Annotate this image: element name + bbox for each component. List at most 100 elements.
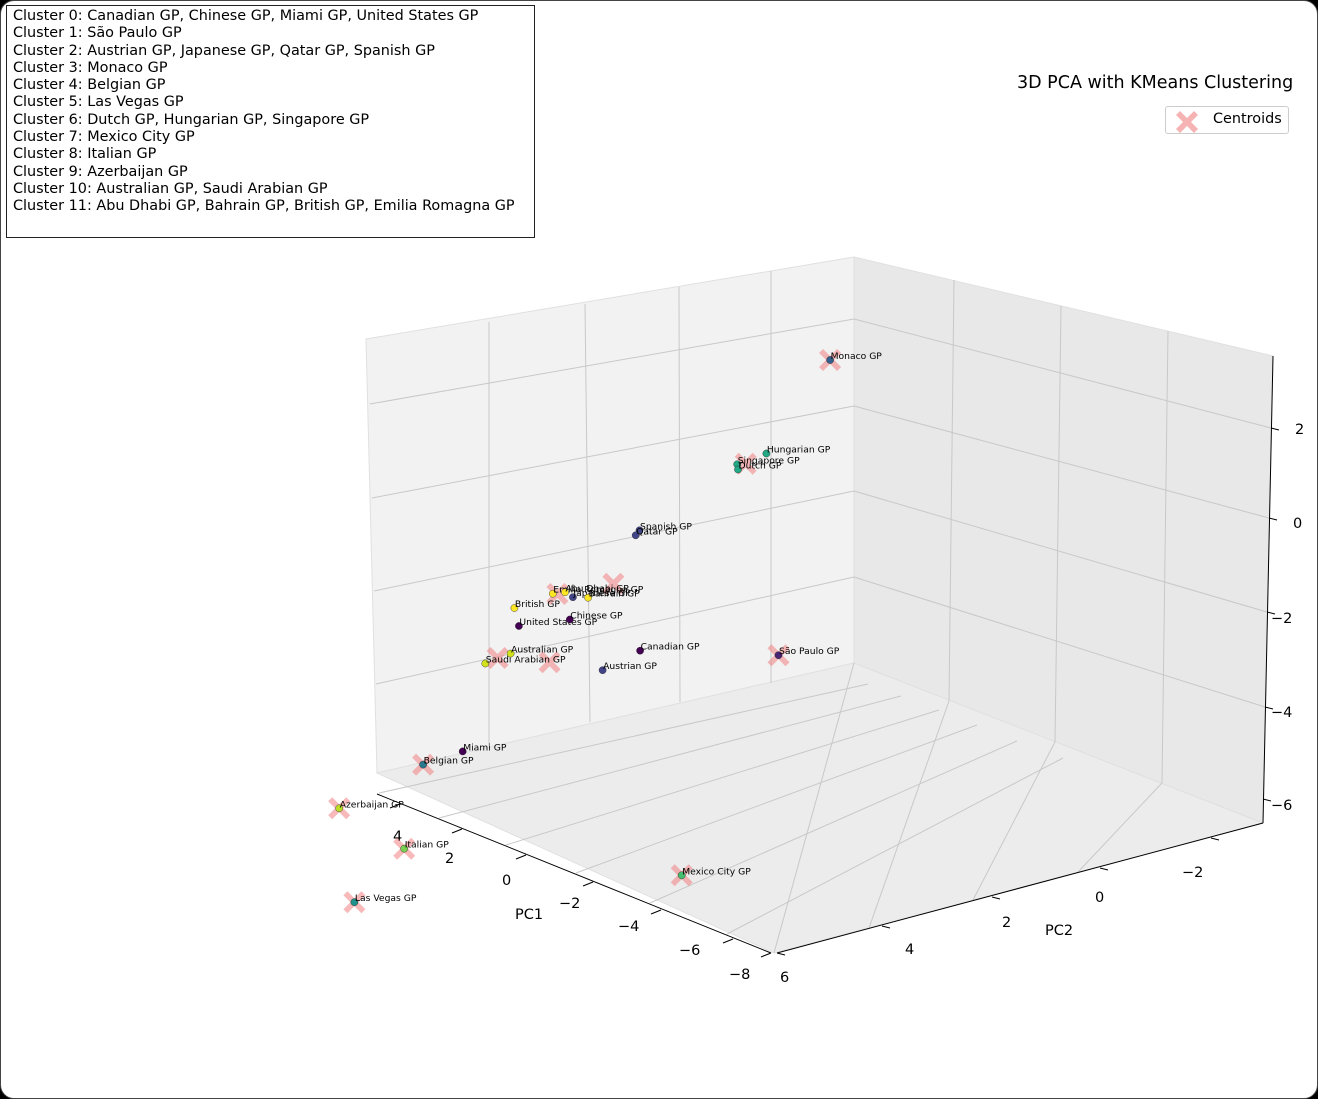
pc2-tick-label: 4 — [905, 942, 914, 958]
data-point — [400, 844, 409, 853]
grid-line — [868, 700, 950, 929]
data-point — [549, 589, 557, 598]
cluster-legend-line: Cluster 7: Mexico City GP — [13, 129, 195, 146]
data-point — [677, 871, 686, 880]
pc1-tick — [760, 952, 772, 958]
pc2-tick — [1210, 837, 1220, 841]
cluster-legend-line: Cluster 9: Azerbaijan GP — [13, 163, 188, 180]
point-label: Hungarian GP — [767, 445, 831, 456]
data-point — [515, 622, 523, 630]
grid-line — [678, 286, 681, 703]
pc1-tick-label: −8 — [729, 967, 750, 983]
pc1-tick — [515, 854, 527, 860]
grid-line — [1161, 330, 1169, 784]
grid-line — [505, 709, 940, 846]
data-point — [481, 659, 490, 668]
centroid-marker — [486, 647, 509, 669]
z-tick — [1262, 798, 1272, 802]
data-point — [598, 666, 607, 675]
z-tick — [1266, 611, 1276, 615]
pc2-tick-label: −2 — [1182, 865, 1203, 881]
data-point — [734, 465, 742, 474]
grid-line — [378, 683, 869, 794]
grid-line — [371, 405, 855, 499]
chart-title: 3D PCA with KMeans Clustering — [1017, 73, 1294, 93]
point-label: Belgian GP — [424, 756, 474, 767]
pc2-tick — [991, 896, 1001, 900]
point-label: Japanese GP — [572, 588, 631, 599]
grid-line — [438, 695, 902, 819]
cluster-legend-line: Cluster 11: Abu Dhabi GP, Bahrain GP, Br… — [13, 198, 515, 215]
grid-line — [375, 576, 855, 685]
pc1-tick — [389, 803, 401, 809]
z-tick-label: −2 — [1271, 611, 1292, 627]
point-label: United States GP — [519, 617, 597, 628]
point-label: Australian GP — [511, 645, 574, 656]
pc2-tick-label: 6 — [780, 970, 789, 986]
data-point — [506, 649, 515, 658]
pc1-axis-label: PC1 — [515, 907, 543, 923]
pc2-tick — [1099, 867, 1109, 871]
cluster-legend-line: Cluster 8: Italian GP — [13, 146, 157, 163]
point-label: Azerbaijan GP — [340, 799, 405, 810]
point-label: Bahrain GP — [589, 589, 641, 600]
pc1-tick-label: −4 — [618, 919, 639, 935]
point-label: Chinese GP — [570, 611, 623, 622]
point-label: Italian GP — [405, 840, 450, 851]
pc1-tick — [650, 909, 662, 915]
data-point — [458, 747, 467, 756]
pc1-tick-label: 4 — [393, 829, 402, 845]
grid-line — [1054, 305, 1062, 743]
grid-lines — [369, 271, 1272, 954]
centroid-marker — [602, 572, 625, 595]
centroid-legend-label: Centroids — [1213, 111, 1282, 127]
data-point — [569, 593, 577, 602]
grid-line — [853, 576, 1266, 708]
z-tick — [1264, 706, 1274, 710]
data-point — [584, 593, 592, 602]
point-label: Saudi Arabian GP — [486, 655, 566, 666]
data-point — [510, 604, 519, 612]
grid-line — [369, 318, 855, 405]
grid-line — [373, 490, 855, 592]
point-label: Emilia Romagna GP — [553, 585, 643, 596]
grid-line — [649, 740, 1018, 904]
data-point — [335, 804, 344, 813]
cluster-legend-line: Cluster 1: São Paulo GP — [13, 25, 182, 42]
z-tick-label: 2 — [1295, 422, 1304, 438]
cluster-legend-line: Cluster 3: Monaco GP — [13, 59, 168, 76]
point-label: British GP — [515, 599, 560, 610]
cluster-legend-line: Cluster 10: Australian GP, Saudi Arabian… — [13, 180, 328, 197]
data-point — [636, 646, 644, 655]
data-point — [350, 898, 359, 907]
pc1-tick — [722, 938, 734, 944]
grid-line — [1077, 782, 1163, 873]
pc1-tick-label: 0 — [502, 873, 511, 889]
point-label: Dutch GP — [739, 461, 782, 472]
pc1-tick-label: 2 — [445, 851, 454, 867]
pc1-tick — [451, 828, 463, 834]
grid-line — [584, 303, 591, 723]
point-label: Monaco GP — [831, 351, 883, 362]
z-tick-label: −6 — [1271, 798, 1292, 814]
cluster-legend-line: Cluster 5: Las Vegas GP — [13, 94, 184, 111]
data-point — [826, 356, 834, 364]
point-label: Austrian GP — [603, 661, 657, 672]
grid-line — [575, 724, 978, 874]
data-point — [762, 449, 771, 458]
cluster-legend-line: Cluster 0: Canadian GP, Chinese GP, Miam… — [13, 8, 479, 24]
data-point — [419, 760, 427, 769]
grid-line — [726, 757, 1064, 935]
pc2-tick — [776, 952, 786, 956]
pc2-tick-label: 2 — [1002, 915, 1011, 931]
z-tick-label: 0 — [1293, 516, 1302, 532]
data-point — [561, 588, 569, 597]
data-point — [774, 651, 783, 660]
centroid-legend-marker — [1176, 111, 1198, 133]
pc1-tick — [582, 881, 594, 887]
grid-line — [773, 662, 855, 954]
z-tick — [1270, 427, 1280, 431]
